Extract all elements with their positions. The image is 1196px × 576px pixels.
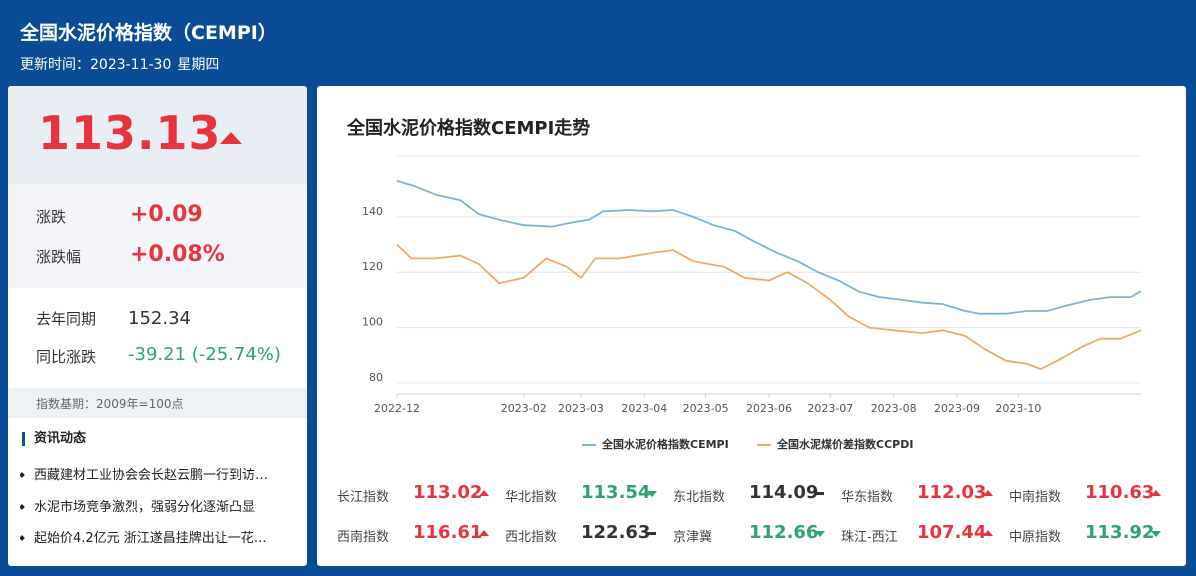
- up-arrow-icon: [220, 132, 242, 144]
- x-tick-label: 2023-08: [871, 402, 917, 415]
- legend-line-icon: [582, 444, 596, 446]
- news-item[interactable]: 水泥市场竞争激烈，强弱分化逐渐凸显: [20, 496, 298, 515]
- series-line-cempi: [396, 180, 1142, 315]
- y-tick-label: 80: [369, 371, 383, 384]
- news-item-text[interactable]: 起始价4.2亿元 浙江遂昌挂牌出让一花…: [34, 531, 267, 546]
- bullet-icon: [20, 534, 25, 541]
- last-year-value: 152.34: [128, 308, 191, 329]
- x-tick-label: 2023-09: [934, 402, 980, 415]
- current-price: 113.13: [38, 106, 222, 160]
- x-tick-label: 2023-02: [501, 402, 547, 415]
- up-arrow-icon: [983, 490, 993, 496]
- legend-ccpdi[interactable]: 全国水泥煤价差指数CCPDI: [757, 436, 913, 452]
- region-name: 西南指数: [337, 530, 390, 545]
- x-tick-label: 2023-04: [621, 402, 667, 415]
- x-tick-label: 2023-07: [807, 402, 853, 415]
- y-tick-label: 140: [362, 205, 383, 218]
- yoy-label: 同比涨跌: [36, 348, 97, 366]
- region-value: 110.63: [1085, 482, 1155, 503]
- region-name: 中南指数: [1009, 490, 1062, 505]
- bullet-icon: [20, 471, 25, 478]
- region-name: 西北指数: [505, 530, 558, 545]
- legend-cempi-label: 全国水泥价格指数CEMPI: [602, 438, 729, 451]
- base-note-box: 指数基期：2009年=100点: [8, 388, 307, 418]
- down-arrow-icon: [647, 491, 657, 497]
- region-name: 东北指数: [673, 490, 726, 505]
- change-pct-label: 涨跌幅: [36, 248, 82, 266]
- up-arrow-icon: [479, 530, 489, 536]
- change-pct-value: +0.08%: [130, 242, 225, 267]
- chart-panel: 全国水泥价格指数CEMPI走势 80 100 120 140 2022-12 2023-…: [317, 86, 1186, 566]
- legend-cempi[interactable]: 全国水泥价格指数CEMPI: [582, 436, 729, 452]
- region-name: 长江指数: [337, 490, 390, 505]
- x-tick-label: 2023-06: [746, 402, 792, 415]
- up-arrow-icon: [479, 490, 489, 496]
- x-tick-label: 2023-05: [683, 402, 729, 415]
- yoy-value: -39.21 (-25.74%): [128, 344, 281, 365]
- summary-panel: 113.13 涨跌 +0.09 涨跌幅 +0.08% 去年同期 152.34 同…: [8, 86, 307, 566]
- region-value: 113.02: [413, 482, 483, 503]
- up-arrow-icon: [983, 530, 993, 536]
- region-name: 华北指数: [505, 490, 558, 505]
- update-time-date: 更新时间：2023-11-30: [20, 57, 172, 73]
- x-tick-label: 2023-10: [995, 402, 1041, 415]
- legend-ccpdi-label: 全国水泥煤价差指数CCPDI: [777, 438, 914, 451]
- region-value: 107.44: [917, 522, 987, 543]
- y-tick-label: 100: [362, 316, 383, 329]
- up-arrow-icon: [1151, 490, 1161, 496]
- news-item[interactable]: 起始价4.2亿元 浙江遂昌挂牌出让一花…: [20, 527, 298, 546]
- region-value: 114.09: [749, 482, 819, 503]
- change-box: 涨跌 +0.09 涨跌幅 +0.08%: [8, 184, 307, 288]
- last-year-label: 去年同期: [36, 310, 97, 328]
- x-tick-label: 2023-03: [558, 402, 604, 415]
- region-value: 122.63: [581, 522, 651, 543]
- news-item-text[interactable]: 西藏建材工业协会会长赵云鹏一行到访…: [34, 468, 269, 483]
- yoy-box: 去年同期 152.34 同比涨跌 -39.21 (-25.74%): [8, 288, 307, 388]
- news-item[interactable]: 西藏建材工业协会会长赵云鹏一行到访…: [20, 464, 298, 483]
- base-note: 指数基期：2009年=100点: [36, 397, 184, 411]
- change-value: +0.09: [130, 202, 203, 227]
- update-time: 更新时间：2023-11-30 星期四: [20, 54, 225, 74]
- bullet-icon: [20, 503, 25, 510]
- news-item-text[interactable]: 水泥市场竞争激烈，强弱分化逐渐凸显: [34, 500, 256, 515]
- region-name: 中原指数: [1009, 530, 1062, 545]
- x-tick-label: 2022-12: [374, 402, 420, 415]
- trend-chart: 80 100 120 140 2022-12 2023-02 2023-03 2023-04…: [362, 155, 1142, 415]
- chart-title: 全国水泥价格指数CEMPI走势: [347, 118, 591, 139]
- region-value: 112.66: [749, 522, 819, 543]
- legend-line-icon: [757, 444, 771, 446]
- region-value: 113.92: [1085, 522, 1155, 543]
- update-time-weekday: 星期四: [177, 57, 220, 73]
- price-box: 113.13: [8, 86, 307, 184]
- change-label: 涨跌: [36, 208, 67, 226]
- region-name: 珠江-西江: [841, 530, 898, 545]
- region-value: 112.03: [917, 482, 987, 503]
- page-title: 全国水泥价格指数（CEMPI）: [20, 22, 277, 44]
- y-tick-label: 120: [362, 260, 383, 273]
- region-value: 113.54: [581, 482, 651, 503]
- flat-dash-icon: [815, 492, 824, 495]
- region-value: 116.61: [413, 522, 483, 543]
- news-title: 资讯动态: [22, 432, 86, 446]
- down-arrow-icon: [815, 531, 825, 537]
- down-arrow-icon: [1151, 531, 1161, 537]
- region-name: 华东指数: [841, 490, 894, 505]
- flat-dash-icon: [647, 532, 656, 535]
- region-name: 京津冀: [673, 530, 713, 545]
- series-line-ccpdi: [396, 243, 1142, 370]
